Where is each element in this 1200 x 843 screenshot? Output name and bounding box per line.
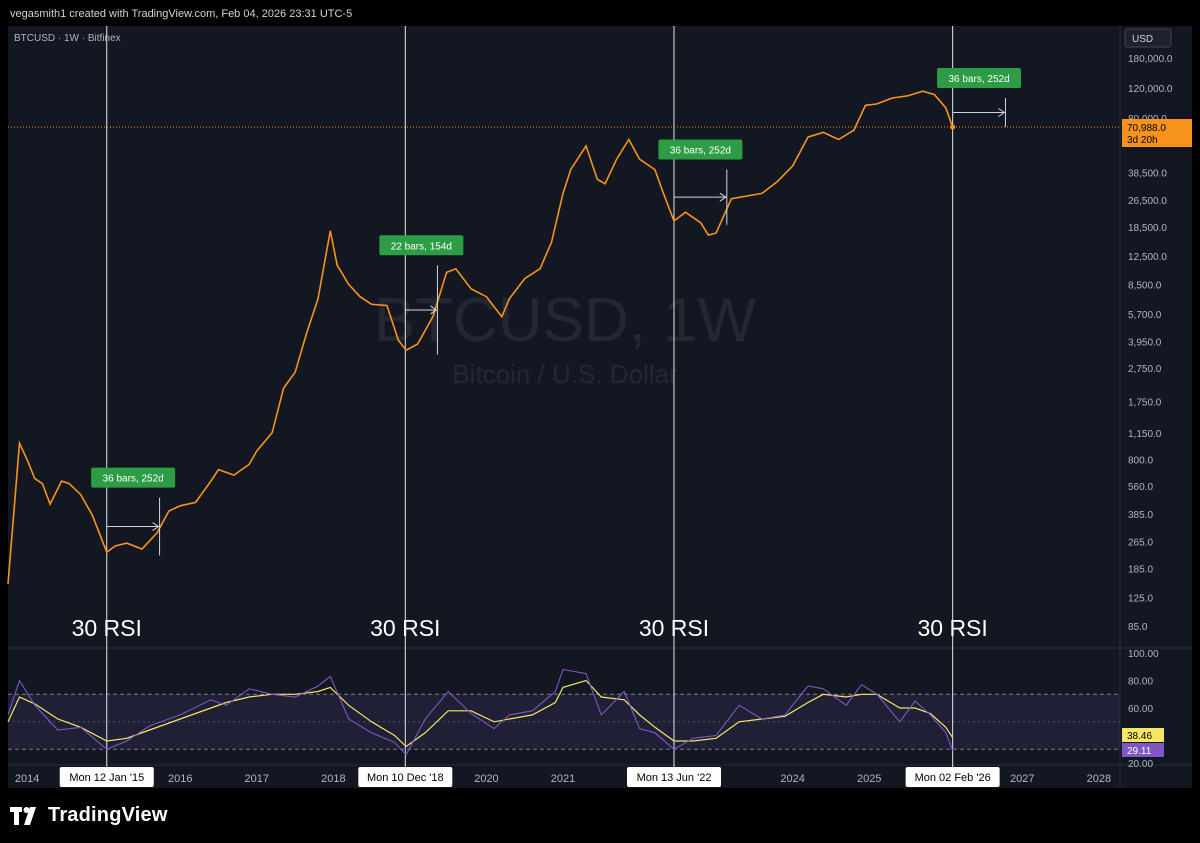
rsi-series-line[interactable] — [7, 668, 954, 756]
price-tick-label: 1,750.0 — [1128, 398, 1162, 409]
last-price-dot — [950, 124, 956, 130]
year-tick-label: 2014 — [15, 773, 39, 785]
measure-label: 36 bars, 252d — [948, 74, 1009, 85]
price-tick-label: 12,500.0 — [1128, 252, 1167, 263]
year-tick-label: 2016 — [168, 773, 192, 785]
measure-label: 36 bars, 252d — [670, 146, 731, 157]
price-tick-label: 8,500.0 — [1128, 280, 1162, 291]
price-tick-label: 85.0 — [1128, 622, 1148, 633]
rsi-tick-label: 60.00 — [1128, 704, 1153, 715]
marker-date-label: Mon 10 Dec '18 — [367, 772, 444, 784]
price-tick-label: 180,000.0 — [1128, 54, 1173, 65]
chart-background — [8, 26, 1120, 788]
measure-label-box — [379, 235, 464, 256]
author-credit: vegasmith1 created with TradingView.com,… — [10, 8, 352, 20]
rsi-badge — [1122, 743, 1164, 757]
price-tick-label: 38,500.0 — [1128, 168, 1167, 179]
rsi-marker-lines: 30 RSI Mon 12 Jan '15 30 RSI Mon 10 Dec '18… — [59, 26, 1000, 787]
rsi-band-layer — [8, 693, 1120, 750]
measure-arrow-head — [152, 522, 160, 531]
watermark-subtitle: Bitcoin / U.S. Dollar — [452, 359, 678, 389]
price-tick-label: 560.0 — [1128, 482, 1153, 493]
rsi-marker-label: 30 RSI — [917, 615, 987, 641]
year-tick-label: 2018 — [321, 773, 345, 785]
marker-date-label: Mon 02 Feb '26 — [915, 772, 991, 784]
price-tick-label: 125.0 — [1128, 593, 1153, 604]
year-tick-label: 2024 — [780, 773, 804, 785]
rsi-marker-label: 30 RSI — [370, 615, 440, 641]
year-tick-label: 2021 — [551, 773, 575, 785]
rsi-marker-label: 30 RSI — [72, 615, 142, 641]
year-tick-label: 2020 — [474, 773, 498, 785]
measure-label-box — [658, 139, 743, 160]
bar-countdown: 3d 20h — [1127, 135, 1158, 146]
price-tick-label: 265.0 — [1128, 538, 1153, 549]
year-tick-label: 2025 — [857, 773, 881, 785]
rsi-axis: 100.00 80.00 60.00 20.00 — [1128, 649, 1159, 770]
last-price-badge — [1122, 119, 1192, 147]
marker-date-box — [627, 767, 721, 787]
tradingview-brand[interactable]: TradingView — [10, 804, 168, 827]
price-axis: 180,000.0120,000.080,000.038,500.026,500… — [1128, 54, 1173, 633]
rsi-ma-line[interactable] — [7, 679, 954, 748]
price-tick-label: 18,500.0 — [1128, 223, 1167, 234]
price-scale-background — [1120, 26, 1192, 788]
marker-date-box — [358, 767, 453, 787]
price-tick-label: 800.0 — [1128, 456, 1153, 467]
measure-arrow-head — [719, 192, 727, 202]
price-tick-label: 3,950.0 — [1128, 337, 1162, 348]
rsi-tick-label: 20.00 — [1128, 759, 1153, 770]
currency-button[interactable] — [1124, 28, 1172, 48]
brand-name: TradingView — [48, 804, 168, 826]
marker-date-box — [59, 767, 154, 787]
rsi-value: 29.11 — [1127, 746, 1152, 757]
measure-label: 36 bars, 252d — [103, 474, 164, 485]
rsi-tick-label: 80.00 — [1128, 677, 1153, 688]
tradingview-logo-icon — [10, 806, 36, 825]
rsi-ma-value: 38.46 — [1127, 731, 1152, 742]
currency-label: USD — [1132, 34, 1153, 45]
price-series-line[interactable] — [7, 90, 954, 584]
price-tick-label: 185.0 — [1128, 564, 1153, 575]
year-tick-label: 2027 — [1010, 773, 1034, 785]
rsi-ma-badge — [1122, 728, 1164, 742]
measure-label-box — [91, 467, 176, 488]
price-tick-label: 385.0 — [1128, 510, 1153, 521]
price-tick-label: 2,750.0 — [1128, 364, 1162, 375]
price-tick-label: 26,500.0 — [1128, 196, 1167, 207]
time-axis: 2014 2016 2017 2018 2020 2021 2024 2025 2027 2028 — [15, 773, 1111, 785]
price-tick-label: 1,150.0 — [1128, 429, 1162, 440]
price-tick-label: 5,700.0 — [1128, 310, 1162, 321]
symbol-legend[interactable]: BTCUSD · 1W · Bitfinex — [14, 33, 121, 44]
rsi-marker-label: 30 RSI — [639, 615, 709, 641]
price-tick-label: 120,000.0 — [1128, 84, 1173, 95]
year-tick-label: 2028 — [1087, 773, 1111, 785]
marker-date-label: Mon 13 Jun '22 — [637, 772, 712, 784]
measure-arrow-head — [998, 108, 1006, 117]
rsi-tick-label: 100.00 — [1128, 649, 1159, 660]
marker-date-label: Mon 12 Jan '15 — [69, 772, 144, 784]
measure-tools[interactable]: 36 bars, 252d 22 bars, 154d 36 bars, 252d 3… — [91, 67, 1022, 556]
year-tick-label: 2017 — [245, 773, 269, 785]
measure-arrow-head — [430, 305, 438, 315]
measure-label-box — [937, 67, 1022, 88]
measure-label: 22 bars, 154d — [391, 241, 452, 252]
marker-date-box — [905, 767, 1000, 787]
last-price-value: 70,988.0 — [1127, 123, 1166, 134]
